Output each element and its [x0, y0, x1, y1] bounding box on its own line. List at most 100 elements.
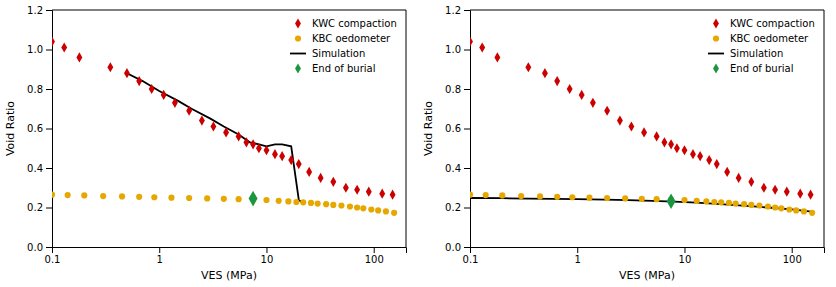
point: [667, 193, 676, 209]
point: [756, 202, 762, 208]
legend-swatch: [295, 63, 301, 73]
point: [360, 205, 366, 211]
point: [236, 196, 242, 202]
tick-mark: [46, 50, 52, 51]
point: [793, 207, 799, 213]
point: [221, 196, 227, 202]
point: [285, 198, 291, 204]
point: [323, 201, 329, 207]
tick: 0.8: [445, 84, 470, 95]
point: [494, 52, 500, 62]
tick-mark: [374, 247, 375, 253]
tick-label: 1.0: [27, 44, 43, 55]
figure: 0.11101000.00.20.40.60.81.01.2VES (MPa)V…: [0, 0, 836, 287]
point: [661, 137, 667, 147]
point: [168, 195, 174, 201]
x-axis-title: VES (MPa): [619, 269, 675, 282]
point: [674, 143, 680, 153]
tick: 0.0: [27, 242, 52, 253]
point: [697, 151, 703, 161]
point: [243, 137, 249, 147]
tick-label: 0.4: [445, 163, 461, 174]
tick-label: 0.6: [27, 123, 43, 134]
tick-mark: [46, 208, 52, 209]
x-axis-title: VES (MPa): [201, 269, 257, 282]
tick: 0.6: [27, 123, 52, 134]
legend-item: KBC oedometer: [295, 33, 391, 44]
tick-label: 100: [783, 254, 802, 265]
legend-swatch: [713, 63, 719, 73]
tick-label: 100: [365, 254, 384, 265]
tick-mark: [464, 247, 470, 248]
frame: [470, 10, 824, 11]
legend: KWC compactionKBC oedometerSimulationEnd…: [290, 18, 397, 74]
tick: 100: [783, 247, 802, 265]
point: [308, 200, 314, 206]
point: [61, 42, 67, 52]
frame: [52, 10, 406, 11]
point: [250, 139, 256, 149]
point: [641, 127, 647, 137]
point: [765, 203, 771, 209]
tick-label: 0.8: [445, 84, 461, 95]
point: [586, 195, 592, 201]
point: [604, 195, 610, 201]
point: [318, 173, 324, 183]
point: [726, 200, 732, 206]
point: [236, 131, 242, 141]
point: [263, 197, 269, 203]
point: [772, 204, 778, 210]
point: [338, 202, 344, 208]
legend-label: KBC oedometer: [312, 33, 391, 44]
point: [100, 193, 106, 199]
y-axis: 0.00.20.40.60.81.01.2: [445, 5, 470, 253]
tick-mark: [464, 50, 470, 51]
point: [151, 194, 157, 200]
point: [567, 84, 573, 94]
frame: [824, 10, 825, 247]
point: [617, 116, 623, 126]
point: [149, 84, 155, 94]
legend-item: Simulation: [708, 48, 783, 59]
point: [354, 204, 360, 210]
legend-swatch: [290, 53, 306, 55]
point: [569, 194, 575, 200]
tick-mark: [464, 129, 470, 130]
point: [741, 201, 747, 207]
tick: 1.0: [445, 44, 470, 55]
point: [639, 196, 645, 202]
tick-mark: [792, 247, 793, 253]
point: [199, 116, 205, 126]
axis-line: [46, 11, 53, 248]
point: [276, 198, 282, 204]
point: [703, 198, 709, 204]
point: [714, 159, 720, 169]
point: [499, 192, 505, 198]
tick-mark: [46, 129, 52, 130]
tick-label: 10: [679, 254, 692, 265]
tick-label: 0.2: [445, 202, 461, 213]
panel: 0.11101000.00.20.40.60.81.01.2VES (MPa)V…: [4, 5, 407, 282]
line: [127, 73, 303, 201]
point: [537, 193, 543, 199]
tick: 1: [157, 247, 163, 265]
point: [136, 194, 142, 200]
tick-label: 0.1: [45, 254, 61, 265]
point: [718, 199, 724, 205]
legend-swatch: [295, 18, 301, 28]
legend-swatch: [295, 35, 301, 41]
point: [65, 192, 71, 198]
tick-mark: [46, 10, 52, 11]
axis-line: [53, 248, 407, 254]
point: [681, 197, 687, 203]
point: [470, 37, 473, 47]
point: [724, 167, 730, 177]
legend-label: KBC oedometer: [730, 33, 809, 44]
point: [272, 149, 278, 159]
point: [107, 62, 113, 72]
point: [778, 205, 784, 211]
point: [654, 131, 660, 141]
tick-label: 0.4: [27, 163, 43, 174]
point: [136, 76, 142, 86]
point: [470, 192, 473, 198]
